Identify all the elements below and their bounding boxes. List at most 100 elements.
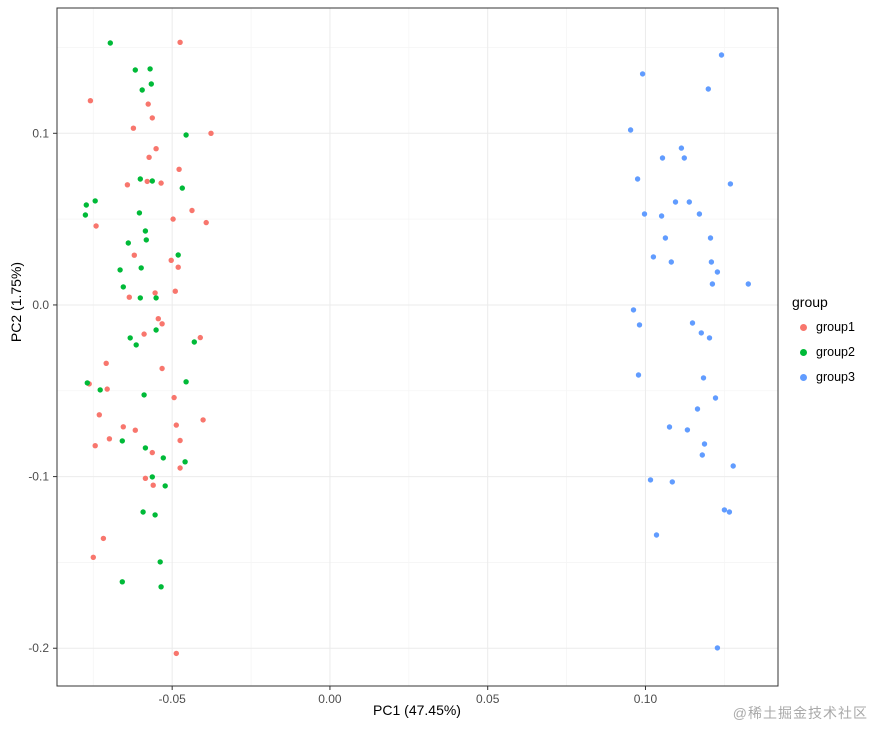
- data-point-group1: [141, 331, 147, 337]
- legend-title: group: [792, 294, 828, 310]
- data-point-group2: [160, 455, 166, 461]
- data-point-group2: [82, 212, 89, 218]
- data-point-group2: [149, 178, 155, 184]
- data-point-group3: [705, 86, 711, 92]
- data-point-group1: [126, 294, 132, 300]
- data-point-group1: [93, 223, 99, 229]
- legend-key-dot-group1: [800, 323, 807, 331]
- data-point-group2: [119, 579, 126, 585]
- data-point-group3: [684, 427, 691, 433]
- data-point-group2: [153, 295, 159, 301]
- data-point-group3: [669, 479, 675, 485]
- data-point-group3: [630, 307, 637, 313]
- data-point-group2: [107, 40, 114, 46]
- data-point-group2: [117, 267, 123, 273]
- data-point-group1: [168, 257, 174, 263]
- data-point-group3: [635, 372, 642, 378]
- data-point-group1: [96, 412, 103, 418]
- data-point-group3: [694, 406, 701, 412]
- data-point-group3: [681, 155, 687, 161]
- data-point-group1: [170, 216, 176, 222]
- data-point-group2: [120, 284, 127, 290]
- data-point-group1: [208, 130, 214, 136]
- data-point-group3: [714, 645, 721, 651]
- data-point-group1: [150, 482, 156, 488]
- data-point-group1: [90, 554, 97, 560]
- data-point-group1: [172, 288, 178, 294]
- data-point-group3: [650, 254, 657, 260]
- data-point-group3: [634, 176, 641, 182]
- data-point-group2: [137, 295, 143, 301]
- data-point-group1: [175, 264, 181, 270]
- data-point-group2: [147, 66, 153, 72]
- data-point-group3: [662, 235, 669, 241]
- legend-item-group1: group1: [792, 320, 876, 334]
- data-point-group3: [707, 235, 714, 241]
- data-point-group1: [149, 449, 155, 456]
- data-point-group2: [183, 132, 189, 138]
- x-tick-label: 0.05: [476, 692, 500, 706]
- data-point-group1: [106, 436, 113, 442]
- data-point-group2: [148, 81, 154, 87]
- data-point-group3: [701, 441, 708, 447]
- data-point-group1: [177, 39, 183, 45]
- data-point-group1: [177, 437, 183, 444]
- data-point-group2: [142, 228, 149, 234]
- data-point-group1: [155, 316, 161, 322]
- data-point-group2: [149, 474, 155, 480]
- data-point-group1: [146, 154, 152, 160]
- data-point-group2: [153, 327, 159, 333]
- data-point-group3: [708, 259, 715, 265]
- data-point-group1: [131, 252, 137, 258]
- legend-item-group3: group3: [792, 370, 876, 384]
- data-point-group2: [140, 509, 146, 515]
- data-point-group3: [699, 452, 705, 458]
- data-point-group3: [745, 281, 751, 287]
- data-point-group1: [104, 386, 110, 392]
- data-point-group3: [700, 375, 707, 381]
- data-point-group3: [639, 71, 646, 77]
- data-point-group3: [696, 211, 703, 217]
- data-point-group3: [712, 395, 719, 401]
- data-point-group1: [130, 125, 137, 131]
- data-point-group1: [142, 475, 149, 481]
- data-point-group2: [136, 210, 143, 216]
- data-point-group3: [689, 320, 696, 326]
- data-point-group2: [92, 198, 98, 204]
- data-point-group3: [727, 181, 734, 187]
- data-point-group1: [100, 535, 107, 542]
- data-point-group3: [726, 509, 733, 515]
- data-point-group3: [668, 259, 674, 265]
- x-tick-label: -0.05: [158, 692, 186, 706]
- y-tick-label: -0.1: [28, 470, 49, 484]
- data-point-group1: [203, 219, 209, 226]
- data-point-group3: [659, 155, 666, 161]
- data-point-group2: [179, 185, 185, 191]
- y-tick-label: 0.1: [32, 126, 49, 140]
- data-point-group2: [83, 202, 90, 208]
- data-point-group2: [132, 67, 138, 73]
- data-point-group1: [152, 290, 158, 296]
- data-point-group2: [175, 252, 181, 258]
- x-tick-label: 0.10: [634, 692, 658, 706]
- legend-key-dot-group2: [800, 348, 807, 356]
- data-point-group2: [191, 339, 197, 345]
- data-point-group1: [103, 360, 109, 366]
- data-point-group2: [143, 237, 149, 243]
- data-point-group2: [138, 265, 144, 271]
- data-point-group3: [653, 532, 660, 538]
- data-point-group3: [730, 463, 736, 469]
- data-point-group1: [124, 182, 131, 188]
- data-point-group1: [176, 166, 182, 172]
- data-point-group2: [152, 512, 158, 518]
- data-point-group3: [698, 330, 704, 336]
- data-point-group2: [125, 240, 131, 246]
- data-point-group1: [177, 465, 183, 471]
- panel-border: [56, 7, 779, 687]
- legend-label-group1: group1: [816, 320, 855, 334]
- data-point-group1: [87, 98, 94, 104]
- data-point-group1: [92, 443, 98, 449]
- data-point-group2: [137, 176, 143, 182]
